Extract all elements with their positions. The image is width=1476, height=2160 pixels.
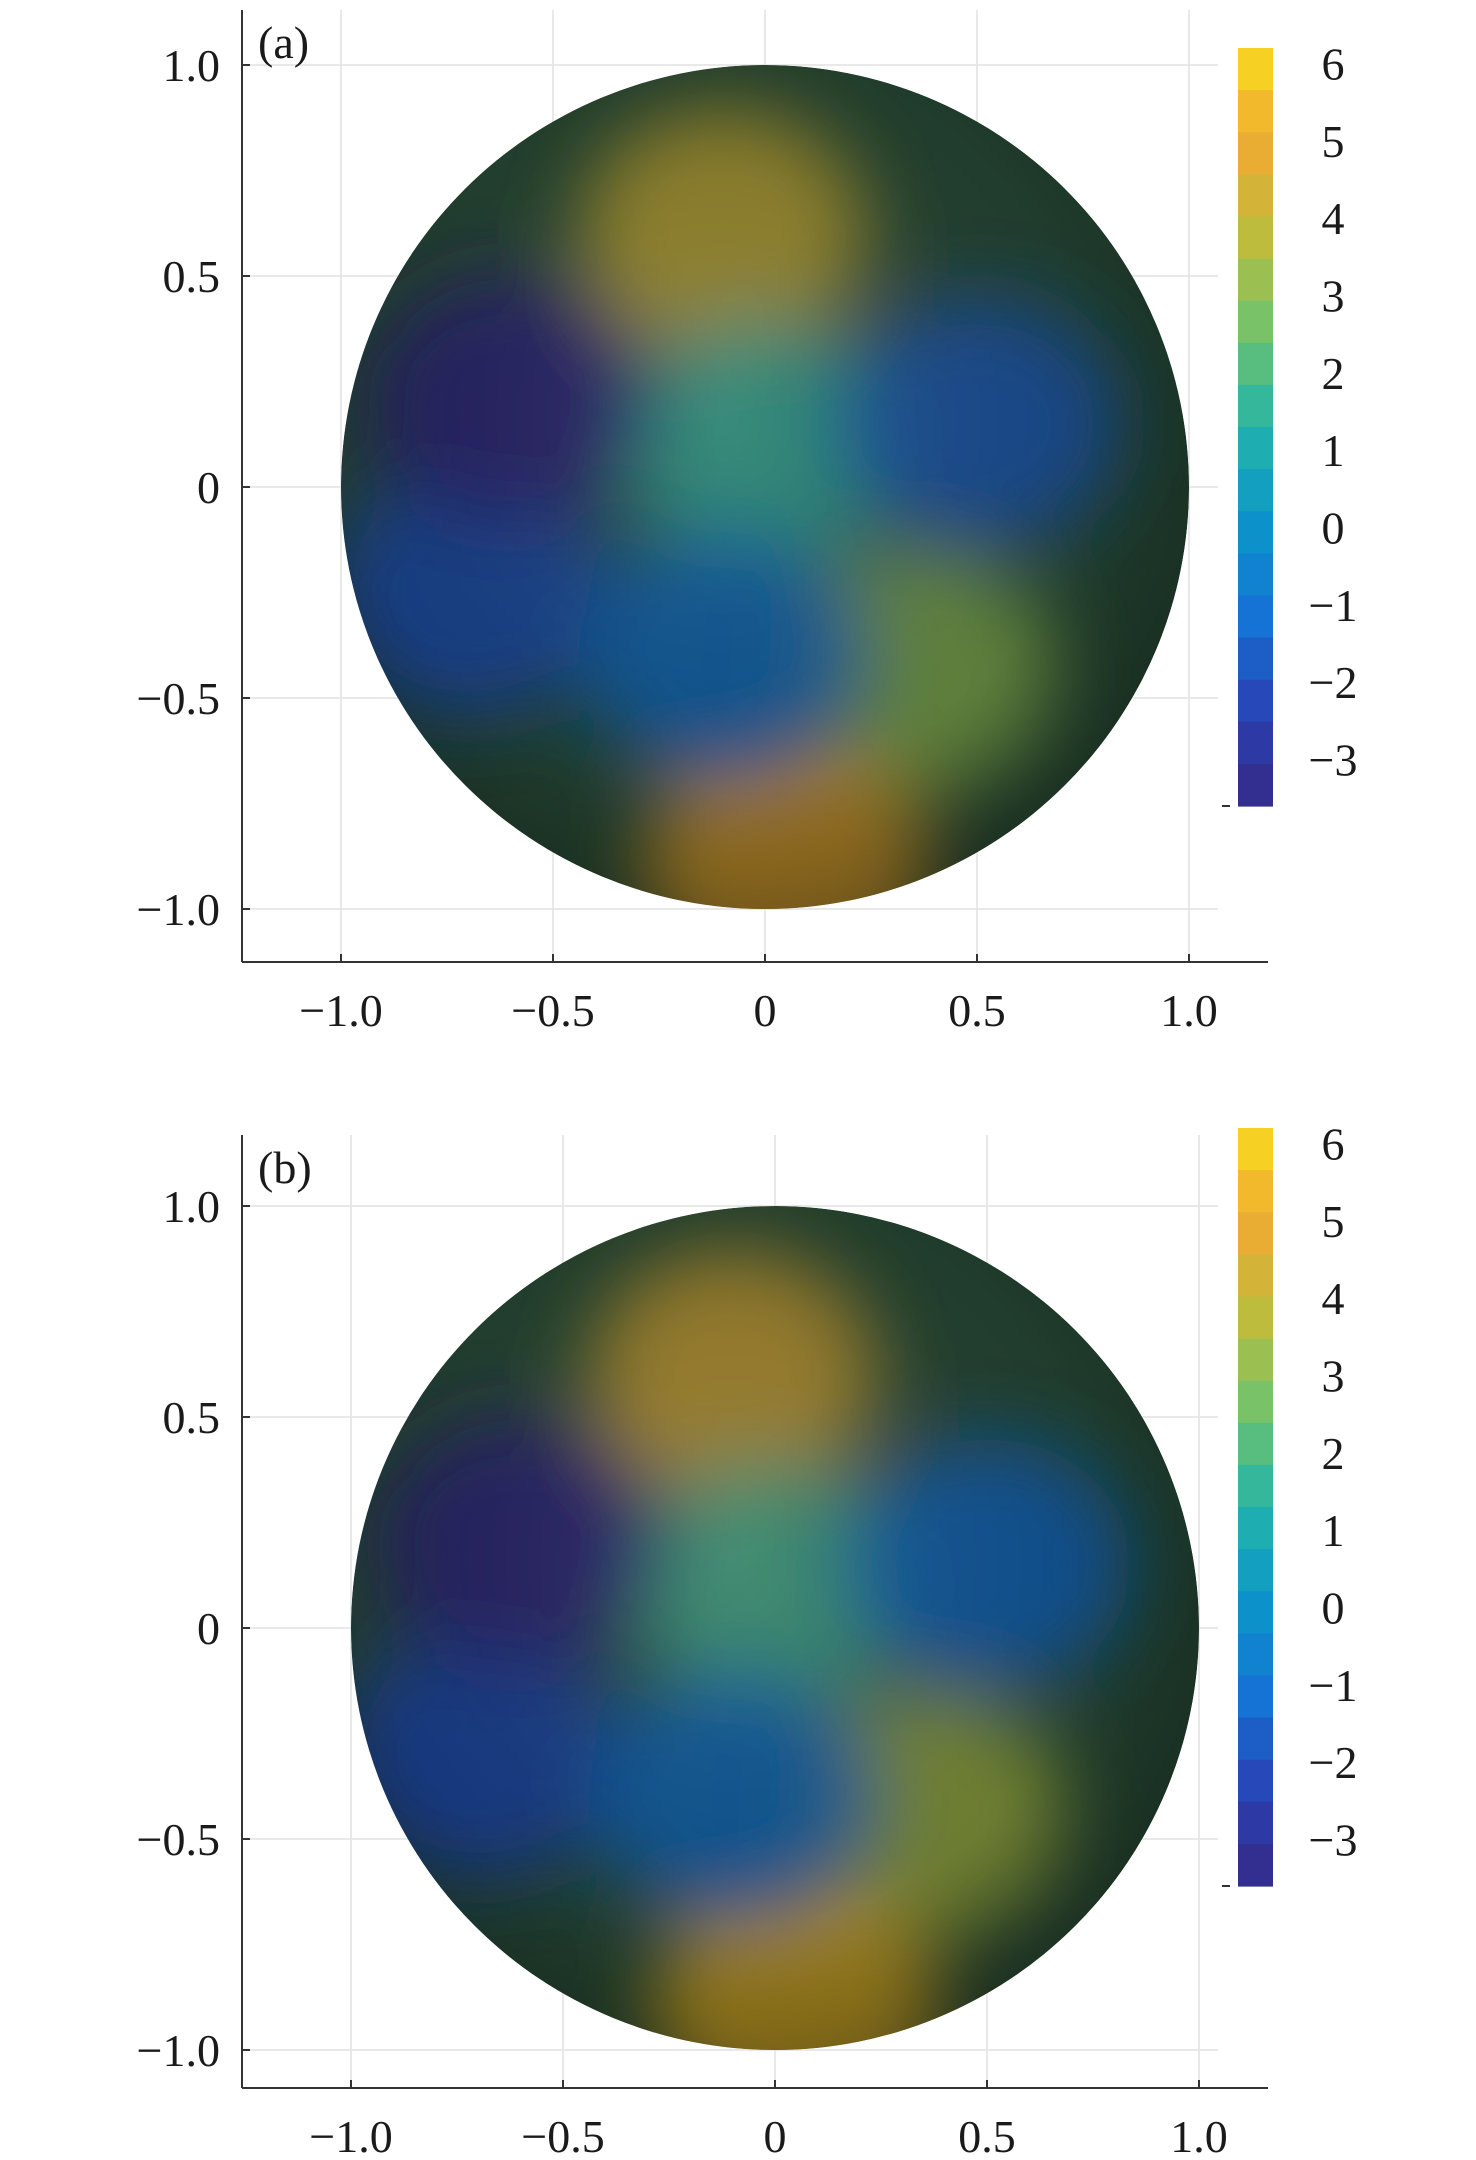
colorbar-tick-label: 2: [1322, 1428, 1345, 1479]
colorbar-segment: [1238, 1128, 1273, 1171]
panel-label: (b): [258, 1142, 312, 1193]
y-tick-label: 0: [197, 462, 220, 513]
colorbar-tick-label: −1: [1309, 580, 1358, 631]
colorbar-segment: [1238, 1212, 1273, 1255]
colorbar-segment: [1238, 48, 1273, 91]
colorbar-tick-label: 1: [1322, 1505, 1345, 1556]
y-tick-label: −1.0: [137, 884, 220, 935]
colorbar-segment: [1238, 1717, 1273, 1761]
colorbar-segment: [1238, 511, 1273, 554]
colorbar-segment: [1238, 90, 1273, 133]
x-tick-label: 0.5: [948, 985, 1006, 1036]
colorbar-segment: [1238, 553, 1273, 597]
colorbar-segment: [1238, 342, 1273, 386]
y-tick-label: −1.0: [137, 2025, 220, 2076]
colorbar-tick-label: 0: [1322, 503, 1345, 554]
colorbar-segment: [1238, 1801, 1273, 1845]
colorbar-segment: [1238, 1170, 1273, 1213]
colorbar-tick-label: 1: [1322, 425, 1345, 476]
colorbar-tick-label: 3: [1322, 271, 1345, 322]
x-tick-label: −1.0: [299, 985, 382, 1036]
disk-shading: [351, 1206, 1199, 2050]
y-tick-label: −0.5: [137, 1814, 220, 1865]
colorbar-segment: [1238, 1380, 1273, 1424]
colorbar-segment: [1238, 1254, 1273, 1298]
x-tick-label: 0: [754, 985, 777, 1036]
colorbar-tick-label: 4: [1322, 1273, 1345, 1324]
colorbar-tick-label: 0: [1322, 1583, 1345, 1634]
colorbar-segment: [1238, 1591, 1273, 1634]
y-tick-label: 1.0: [163, 40, 221, 91]
colorbar-tick-label: 4: [1322, 193, 1345, 244]
colorbar-tick-label: 5: [1322, 1196, 1345, 1247]
colorbar-segment: [1238, 469, 1273, 512]
disk-surface: [341, 65, 1189, 909]
colorbar-tick-label: −2: [1309, 657, 1358, 708]
colorbar-segment: [1238, 427, 1273, 470]
colorbar-segment: [1238, 300, 1273, 344]
colorbar-segment: [1238, 1338, 1273, 1382]
colorbar-segment: [1238, 1422, 1273, 1466]
x-tick-label: 1.0: [1170, 2111, 1228, 2160]
colorbar-tick-label: 6: [1322, 1118, 1345, 1169]
x-tick-label: −0.5: [521, 2111, 604, 2160]
colorbar-segment: [1238, 174, 1273, 218]
colorbar-segment: [1238, 1549, 1273, 1592]
colorbar-tick-label: −1: [1309, 1660, 1358, 1711]
colorbar-tick-label: 2: [1322, 348, 1345, 399]
colorbar-tick-label: −3: [1309, 735, 1358, 786]
colorbar-tick-label: −3: [1309, 1815, 1358, 1866]
colorbar-segment: [1238, 132, 1273, 175]
colorbar-tick-label: −2: [1309, 1737, 1358, 1788]
y-tick-label: 1.0: [163, 1181, 221, 1232]
y-tick-label: 0.5: [163, 1392, 221, 1443]
colorbar-segment: [1238, 1464, 1273, 1508]
colorbar-tick-label: 3: [1322, 1351, 1345, 1402]
x-tick-label: −0.5: [511, 985, 594, 1036]
colorbar-segment: [1238, 258, 1273, 302]
colorbar-segment: [1238, 763, 1273, 807]
colorbar-segment: [1238, 679, 1273, 723]
panel-a: −1.0 −0.5 0 0.5 1.0 1.0 0.5 0 −0.5 −1.0 (a) 6 5 4 3 2 1 0…: [137, 10, 1358, 1036]
colorbar-segment: [1238, 384, 1273, 428]
colorbar-segment: [1238, 637, 1273, 681]
colorbar-segment: [1238, 595, 1273, 639]
colorbar-segment: [1238, 721, 1273, 765]
colorbar-segment: [1238, 1759, 1273, 1803]
x-tick-label: −1.0: [309, 2111, 392, 2160]
colorbar-segment: [1238, 1843, 1273, 1887]
y-tick-label: −0.5: [137, 673, 220, 724]
colorbar-tick-label: 6: [1322, 38, 1345, 89]
disk-surface: [351, 1206, 1199, 2050]
y-tick-label: 0.5: [163, 251, 221, 302]
colorbar-segment: [1238, 1507, 1273, 1550]
panel-b: −1.0 −0.5 0 0.5 1.0 1.0 0.5 0 −0.5 −1.0 (b) 6 5 4 3 2 1 0…: [137, 1118, 1358, 2160]
x-tick-label: 1.0: [1160, 985, 1218, 1036]
x-tick-label: 0: [764, 2111, 787, 2160]
colorbar-segment: [1238, 216, 1273, 260]
colorbar-segment: [1238, 1675, 1273, 1719]
panel-label: (a): [258, 17, 309, 68]
colorbar-segment: [1238, 1296, 1273, 1340]
x-tick-label: 0.5: [958, 2111, 1016, 2160]
disk-shading: [341, 65, 1189, 909]
colorbar-tick-label: 5: [1322, 116, 1345, 167]
y-tick-label: 0: [197, 1603, 220, 1654]
colorbar-segment: [1238, 1633, 1273, 1677]
